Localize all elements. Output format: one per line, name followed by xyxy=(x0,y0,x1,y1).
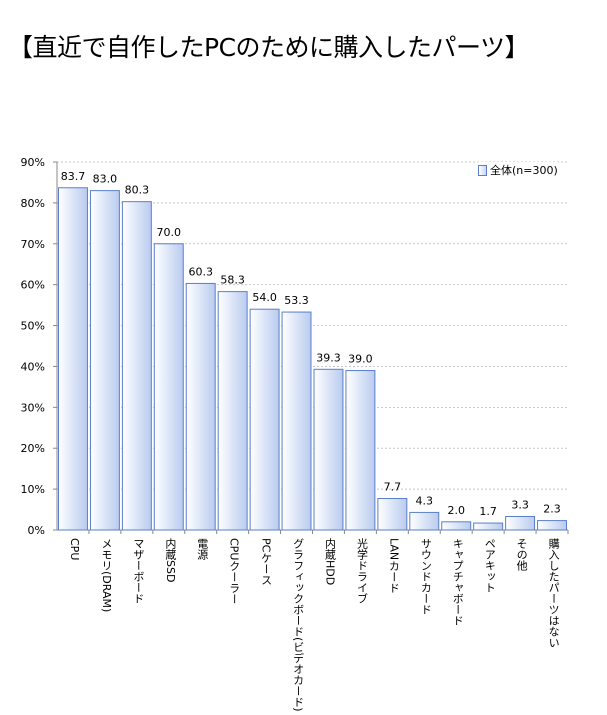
data-label: 58.3 xyxy=(220,274,245,287)
bar xyxy=(537,520,567,531)
x-tick-label: 電源 xyxy=(195,538,209,560)
bar xyxy=(473,522,504,531)
bar xyxy=(313,368,344,531)
y-tick-label: 30% xyxy=(21,401,45,414)
x-tick-label: キャプチャボード xyxy=(451,538,465,626)
bar xyxy=(217,291,248,531)
data-label: 39.3 xyxy=(316,351,341,364)
bar xyxy=(89,190,120,531)
y-tick-label: 80% xyxy=(21,197,45,210)
data-label: 4.3 xyxy=(416,494,434,507)
bar xyxy=(441,521,472,531)
bar xyxy=(153,243,184,531)
x-tick-label: サウンドカード xyxy=(419,538,433,615)
bar xyxy=(249,308,280,531)
y-tick-label: 90% xyxy=(21,156,45,169)
bar xyxy=(505,516,536,531)
data-label: 3.3 xyxy=(511,499,529,512)
bar xyxy=(377,498,408,531)
bar xyxy=(121,201,152,531)
chart-title: 【直近で自作したPCのために購入したパーツ】 xyxy=(8,33,530,62)
x-tick-label: CPU xyxy=(68,538,81,561)
x-tick-label: CPUクーラー xyxy=(227,538,241,605)
x-tick-label: マザーボード xyxy=(131,538,145,604)
legend-swatch xyxy=(478,164,487,176)
bar xyxy=(58,187,88,531)
y-tick-label: 40% xyxy=(21,360,45,373)
legend: 全体(n=300) xyxy=(478,162,558,178)
bar xyxy=(409,511,440,531)
y-tick-label: 60% xyxy=(21,279,45,292)
data-label: 7.7 xyxy=(384,481,402,494)
data-label: 2.3 xyxy=(543,503,561,516)
data-label: 80.3 xyxy=(125,184,150,197)
x-tick-label: 内蔵SSD xyxy=(163,538,177,583)
data-label: 54.0 xyxy=(252,291,277,304)
x-tick-label: ペアキット xyxy=(483,538,497,593)
y-tick-label: 0% xyxy=(28,524,45,537)
y-tick-label: 70% xyxy=(21,238,45,251)
bar xyxy=(345,370,376,531)
x-tick-label: LANカード xyxy=(387,538,401,594)
y-tick-label: 50% xyxy=(21,320,45,333)
y-tick-label: 10% xyxy=(21,483,45,496)
y-tick-label: 20% xyxy=(21,442,45,455)
x-tick-label: 光学ドライブ xyxy=(355,538,369,604)
data-label: 53.3 xyxy=(284,294,309,307)
data-label: 39.0 xyxy=(348,353,373,366)
x-tick-label: 内蔵HDD xyxy=(323,538,337,586)
bar xyxy=(185,282,216,531)
data-label: 60.3 xyxy=(188,265,213,278)
data-label: 83.0 xyxy=(93,173,118,186)
x-tick-label: PCケース xyxy=(259,538,273,586)
data-label: 70.0 xyxy=(157,226,182,239)
x-tick-label: メモリ(DRAM) xyxy=(99,538,113,613)
data-label: 2.0 xyxy=(447,504,465,517)
data-label: 83.7 xyxy=(61,170,86,183)
x-tick-label: その他 xyxy=(515,538,529,571)
x-tick-label: グラフィックボード(ビデオカード) xyxy=(291,538,305,712)
legend-label: 全体(n=300) xyxy=(490,164,558,177)
data-label: 1.7 xyxy=(479,505,497,518)
bar xyxy=(281,311,312,531)
x-tick-label: 購入したパーツはない xyxy=(547,538,561,648)
